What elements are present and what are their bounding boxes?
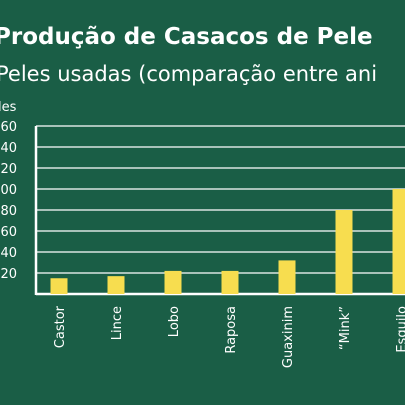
y-tick-label: 80 <box>0 204 17 219</box>
x-tick-label: Raposa <box>224 306 239 354</box>
x-tick-label: Esquilo <box>395 306 405 353</box>
bar <box>392 189 405 294</box>
x-tick-label: Castor <box>53 305 68 348</box>
y-tick-label: 120 <box>0 162 17 177</box>
y-tick-label: 160 <box>0 120 17 135</box>
y-tick-label: 60 <box>0 225 17 240</box>
y-tick-label: 100 <box>0 183 17 198</box>
bar <box>107 276 125 294</box>
y-axis-label: les <box>0 100 17 115</box>
bar <box>50 278 68 294</box>
y-tick-label: 40 <box>0 246 17 261</box>
chart-subtitle: Peles usadas (comparação entre ani <box>0 62 378 86</box>
bar <box>278 260 296 294</box>
bar <box>164 270 182 294</box>
chart-title: Produção de Casacos de Pele <box>0 24 373 50</box>
bar <box>221 270 239 294</box>
x-tick-label: “Mink” <box>338 306 353 350</box>
bar <box>335 210 353 294</box>
y-tick-label: 20 <box>0 267 17 282</box>
x-tick-label: Lince <box>110 306 125 340</box>
x-tick-label: Guaxinim <box>281 306 296 368</box>
x-tick-label: Lobo <box>167 306 182 337</box>
y-tick-label: 140 <box>0 141 17 156</box>
